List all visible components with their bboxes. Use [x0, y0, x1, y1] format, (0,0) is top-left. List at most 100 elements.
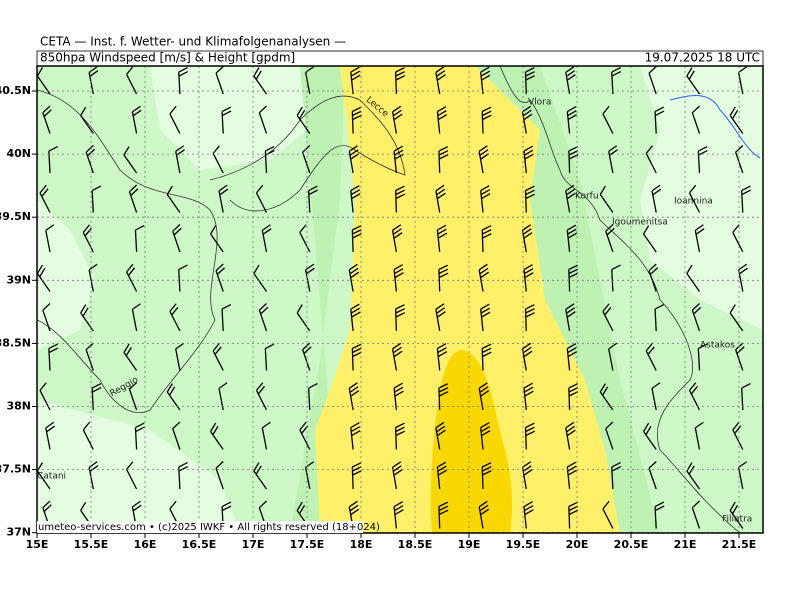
wind-barb — [128, 382, 138, 411]
wind-barb — [45, 224, 55, 253]
map-area — [37, 66, 763, 533]
wind-barb — [697, 145, 708, 174]
wind-barb — [391, 224, 403, 253]
wind-barb — [565, 66, 576, 95]
wind-barb — [350, 66, 361, 95]
wind-barb — [481, 106, 492, 134]
wind-barb — [88, 66, 99, 95]
wind-barb — [212, 145, 224, 174]
wind-barb — [691, 303, 702, 332]
lon-label: 20.5E — [614, 538, 649, 551]
wind-barb — [215, 66, 224, 95]
wind-barb — [296, 106, 311, 134]
wind-barb — [568, 501, 579, 529]
footer-bg — [37, 521, 363, 533]
wind-barb — [394, 422, 406, 450]
wind-barb — [643, 225, 657, 253]
wind-barb — [478, 500, 490, 529]
lat-label: 40N — [6, 147, 31, 160]
wind-barb — [654, 106, 665, 134]
wind-barb — [215, 263, 225, 292]
wind-barb — [91, 185, 102, 213]
wind-barb — [523, 145, 534, 174]
wind-barb — [521, 224, 533, 253]
wind-barb — [737, 263, 748, 292]
wind-barb — [565, 184, 576, 213]
wind-barb — [436, 106, 448, 134]
wind-barb — [608, 145, 618, 174]
field-low — [640, 66, 763, 330]
wind-barb — [566, 224, 577, 253]
wind-barb — [348, 263, 360, 292]
field-max — [430, 350, 513, 533]
wind-barb — [172, 421, 181, 450]
wind-barb — [648, 66, 657, 95]
coastline — [499, 66, 741, 533]
wind-barb — [218, 184, 229, 213]
header-title: CETA — Inst. f. Wetter- und Klimafolgena… — [40, 35, 346, 49]
wind-barb — [307, 185, 318, 213]
wind-barb — [302, 342, 312, 371]
wind-barb — [643, 422, 657, 450]
wind-barb — [568, 383, 579, 411]
wind-barb — [648, 263, 658, 292]
wind-barb — [302, 145, 311, 174]
wind-barb — [131, 303, 141, 332]
wind-barb — [350, 185, 361, 213]
wind-barb — [523, 264, 534, 292]
place-label: Vlora — [528, 98, 551, 108]
wind-barb — [42, 105, 52, 134]
wind-barb — [391, 342, 403, 371]
wind-barb — [255, 382, 268, 411]
wind-barb — [131, 105, 142, 134]
wind-barb — [169, 105, 181, 134]
wind-barb — [565, 421, 576, 450]
field-low — [37, 400, 240, 533]
wind-barb — [166, 383, 181, 411]
wind-barb — [391, 105, 403, 134]
wind-barb — [42, 303, 51, 332]
place-label: Ioannina — [674, 197, 713, 207]
wind-barb — [215, 461, 224, 490]
wind-barb — [648, 461, 657, 490]
wind-barb — [691, 105, 701, 134]
wind-barb — [394, 185, 406, 213]
wind-barb — [438, 501, 449, 529]
wind-barb — [85, 342, 94, 371]
wind-barb — [37, 264, 51, 292]
wind-barb — [732, 421, 744, 450]
wind-barb — [568, 264, 579, 292]
wind-barb — [599, 185, 614, 213]
wind-barb — [602, 105, 614, 134]
wind-barb — [611, 66, 622, 95]
lon-label: 17E — [242, 538, 265, 551]
wind-barb — [393, 145, 404, 174]
wind-barb — [82, 421, 94, 450]
wind-barb — [253, 462, 268, 490]
wind-barb — [521, 342, 533, 371]
lon-label: 16.5E — [182, 538, 217, 551]
place-label: Filiatra — [722, 515, 752, 525]
wind-barb — [480, 185, 491, 213]
field-mid — [290, 66, 345, 533]
lon-label: 15.5E — [74, 538, 109, 551]
wind-barb — [480, 303, 491, 332]
wind-barb — [435, 303, 446, 332]
wind-barb — [524, 67, 535, 95]
wind-barb — [480, 66, 491, 95]
lon-label: 18E — [350, 538, 373, 551]
wind-barb — [178, 264, 188, 292]
wind-barb — [264, 343, 275, 371]
wind-barb — [348, 500, 360, 529]
lat-label: 38.5N — [0, 336, 31, 349]
wind-barb — [436, 461, 448, 490]
wind-barb — [351, 225, 362, 253]
lon-label: 20E — [566, 538, 589, 551]
place-label: Igoumenitsa — [612, 218, 668, 228]
wind-barb — [651, 184, 662, 213]
wind-barb — [178, 461, 189, 490]
wind-barb — [126, 66, 138, 95]
wind-barb — [611, 461, 622, 490]
wind-barb — [523, 382, 534, 411]
